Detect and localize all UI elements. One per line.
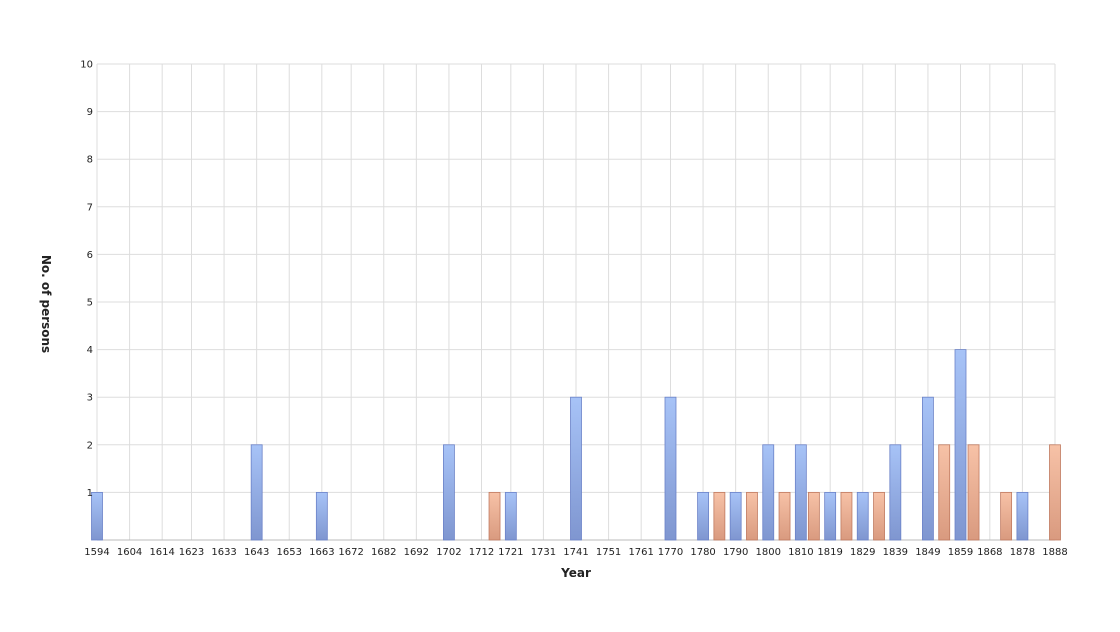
- x-tick-label: 1702: [436, 547, 461, 558]
- bar: [664, 396, 677, 541]
- x-tick-label: 1672: [338, 547, 363, 558]
- x-tick-label: 1839: [883, 547, 908, 558]
- bar: [762, 444, 775, 541]
- bar: [504, 491, 517, 541]
- x-axis-title: Year: [560, 566, 591, 580]
- bar: [250, 444, 263, 541]
- x-tick-label: 1731: [531, 547, 556, 558]
- bar: [938, 444, 951, 541]
- bar: [778, 491, 791, 541]
- y-tick-label: 8: [87, 155, 93, 166]
- bar: [488, 491, 501, 541]
- bar: [922, 396, 934, 541]
- y-tick-label: 2: [87, 440, 93, 451]
- x-tick-label: 1829: [850, 547, 875, 558]
- bar: [794, 444, 807, 541]
- y-axis-title: No. of persons: [39, 255, 53, 353]
- x-tick-label: 1614: [149, 547, 174, 558]
- bar: [729, 491, 742, 541]
- y-tick-label: 10: [80, 60, 93, 71]
- bar: [873, 491, 885, 541]
- bar: [889, 444, 902, 541]
- y-tick-label: 4: [87, 345, 93, 356]
- bar: [746, 491, 758, 541]
- bar: [1000, 491, 1013, 541]
- x-tick-label: 1819: [817, 547, 842, 558]
- bars: [91, 349, 1061, 541]
- x-tick-label: 1859: [948, 547, 973, 558]
- bar: [570, 396, 582, 541]
- x-tick-label: 1643: [244, 547, 269, 558]
- bar: [315, 491, 328, 541]
- x-tick-label: 1770: [658, 547, 683, 558]
- bar: [713, 491, 726, 541]
- bar: [697, 491, 709, 541]
- x-tick-label: 1663: [309, 547, 334, 558]
- x-tick-label: 1692: [404, 547, 429, 558]
- x-tick-label: 1790: [723, 547, 748, 558]
- x-tick-label: 1751: [596, 547, 621, 558]
- x-tick-label: 1712: [469, 547, 494, 558]
- y-tick-label: 5: [87, 298, 93, 309]
- bar: [807, 491, 820, 541]
- x-tick-label: 1800: [756, 547, 781, 558]
- x-tick-label: 1653: [277, 547, 302, 558]
- x-tick-label: 1810: [788, 547, 813, 558]
- x-tick-label: 1868: [977, 547, 1002, 558]
- bar: [91, 491, 103, 541]
- y-tick-label: 6: [87, 250, 93, 261]
- x-tick-label: 1888: [1042, 547, 1067, 558]
- y-tick-label: 3: [87, 393, 93, 404]
- y-tick-label: 1: [87, 488, 93, 499]
- bar: [967, 444, 980, 541]
- y-axis-ticks: 1 2 3 4 5 6 7 8 9 10: [80, 60, 93, 499]
- bar: [443, 444, 455, 541]
- x-tick-label: 1682: [371, 547, 396, 558]
- x-tick-label: 1878: [1010, 547, 1035, 558]
- x-tick-label: 1623: [179, 547, 204, 558]
- bar: [954, 349, 967, 541]
- bar: [824, 491, 837, 541]
- bar: [856, 491, 869, 541]
- bar: [1016, 491, 1029, 541]
- x-axis-ticks: 1594 1604 1614 1623 1633 1643 1653 1663 1672 1682…: [84, 547, 1067, 558]
- bar: [840, 491, 853, 541]
- y-tick-label: 7: [87, 202, 93, 213]
- x-tick-label: 1721: [498, 547, 523, 558]
- x-tick-label: 1761: [628, 547, 653, 558]
- y-tick-label: 9: [87, 107, 93, 118]
- x-tick-label: 1741: [563, 547, 588, 558]
- x-tick-label: 1633: [211, 547, 236, 558]
- x-tick-label: 1594: [84, 547, 109, 558]
- bar: [1049, 444, 1061, 541]
- x-tick-label: 1604: [117, 547, 142, 558]
- x-tick-label: 1849: [915, 547, 940, 558]
- x-tick-label: 1780: [690, 547, 715, 558]
